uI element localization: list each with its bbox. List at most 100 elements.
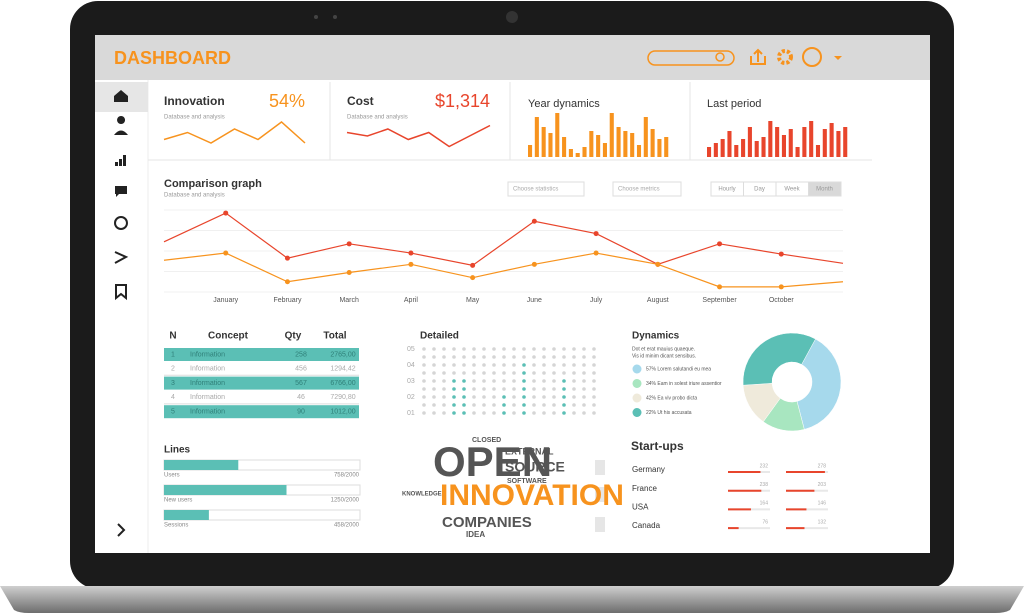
progress-value: 758/2000	[334, 473, 360, 479]
dot	[542, 371, 546, 375]
nav-home[interactable]	[114, 90, 128, 102]
table-cell: Information	[190, 409, 225, 416]
upload-icon[interactable]	[750, 48, 766, 65]
dot	[572, 371, 576, 375]
nav-clock[interactable]	[114, 216, 128, 230]
bar	[747, 127, 752, 157]
y-tick-label: 01	[407, 410, 415, 417]
x-tick-label: July	[590, 297, 603, 304]
bar	[643, 117, 648, 157]
dot	[452, 395, 456, 399]
dot	[502, 395, 506, 399]
dot	[472, 347, 476, 351]
user-menu[interactable]	[834, 56, 842, 60]
dot-column	[482, 347, 486, 415]
dot	[502, 379, 506, 383]
bar	[713, 143, 718, 157]
bar	[541, 127, 546, 157]
bar	[623, 131, 628, 157]
dot	[512, 371, 516, 375]
dot-column	[472, 347, 476, 415]
table-cell: 1294,42	[330, 366, 355, 373]
dot	[442, 387, 446, 391]
dot	[552, 355, 556, 359]
dot	[472, 379, 476, 383]
table-cell: Information	[190, 394, 225, 401]
table-cell: 1012,00	[330, 409, 355, 416]
dot	[462, 347, 466, 351]
point	[408, 261, 414, 267]
kpi-subtitle: Database and analysis	[164, 115, 225, 121]
nav-stats[interactable]	[115, 155, 126, 166]
point	[593, 231, 599, 237]
legend-label: 22% Ut his accusata	[646, 410, 692, 416]
dot-column	[532, 347, 536, 415]
dot	[502, 387, 506, 391]
nav-expand[interactable]	[117, 523, 126, 537]
select[interactable]	[507, 181, 585, 197]
kpi-title: Cost	[347, 94, 374, 108]
bar	[727, 131, 732, 157]
tab-label: Week	[784, 187, 800, 193]
dot	[482, 395, 486, 399]
user-icon[interactable]	[802, 47, 822, 67]
dot	[422, 355, 426, 359]
bar	[657, 139, 662, 157]
legend-swatch	[632, 393, 642, 403]
laptop-base	[0, 586, 1024, 613]
table-cell: 1	[171, 351, 175, 358]
dot	[532, 347, 536, 351]
section-title: Lines	[164, 445, 191, 456]
bar	[822, 129, 827, 157]
point	[717, 284, 723, 290]
x-tick-label: June	[527, 297, 542, 304]
settings-icon[interactable]	[777, 49, 793, 65]
progress-label: New users	[164, 498, 192, 504]
dot	[592, 411, 596, 415]
table-header: Concept	[208, 331, 249, 342]
dot	[562, 387, 566, 391]
nav-messages[interactable]	[115, 186, 127, 197]
nav-bookmark[interactable]	[115, 284, 127, 301]
dot	[422, 411, 426, 415]
dot	[442, 411, 446, 415]
dot	[592, 355, 596, 359]
dot	[462, 371, 466, 375]
dot	[432, 363, 436, 367]
select-label: Choose statistics	[513, 187, 558, 193]
dot	[532, 403, 536, 407]
dot	[582, 355, 586, 359]
dot	[422, 363, 426, 367]
bar	[582, 147, 587, 157]
dot	[462, 411, 466, 415]
table-header: Total	[323, 331, 346, 342]
search-icon[interactable]	[715, 52, 725, 62]
dot	[542, 355, 546, 359]
dot	[592, 379, 596, 383]
dot-column	[462, 347, 466, 415]
dot	[562, 371, 566, 375]
search-box[interactable]	[647, 50, 735, 66]
panel-title: Last period	[707, 98, 761, 110]
dot	[442, 395, 446, 399]
dot	[512, 387, 516, 391]
nav-user[interactable]	[114, 116, 128, 135]
dot-column	[502, 347, 506, 415]
dot	[432, 371, 436, 375]
bar	[616, 127, 621, 157]
table-cell: 6766,00	[330, 380, 355, 387]
bar	[734, 145, 739, 157]
select[interactable]	[612, 181, 682, 197]
dot	[422, 403, 426, 407]
dot	[532, 363, 536, 367]
bar	[761, 137, 766, 157]
nav-share[interactable]	[114, 251, 129, 264]
dot	[432, 395, 436, 399]
tab[interactable]	[808, 181, 842, 197]
word: CLOSED	[472, 437, 501, 444]
dot	[562, 347, 566, 351]
dot	[422, 347, 426, 351]
bar	[609, 113, 614, 157]
progress-bar	[164, 485, 287, 495]
dot	[562, 411, 566, 415]
